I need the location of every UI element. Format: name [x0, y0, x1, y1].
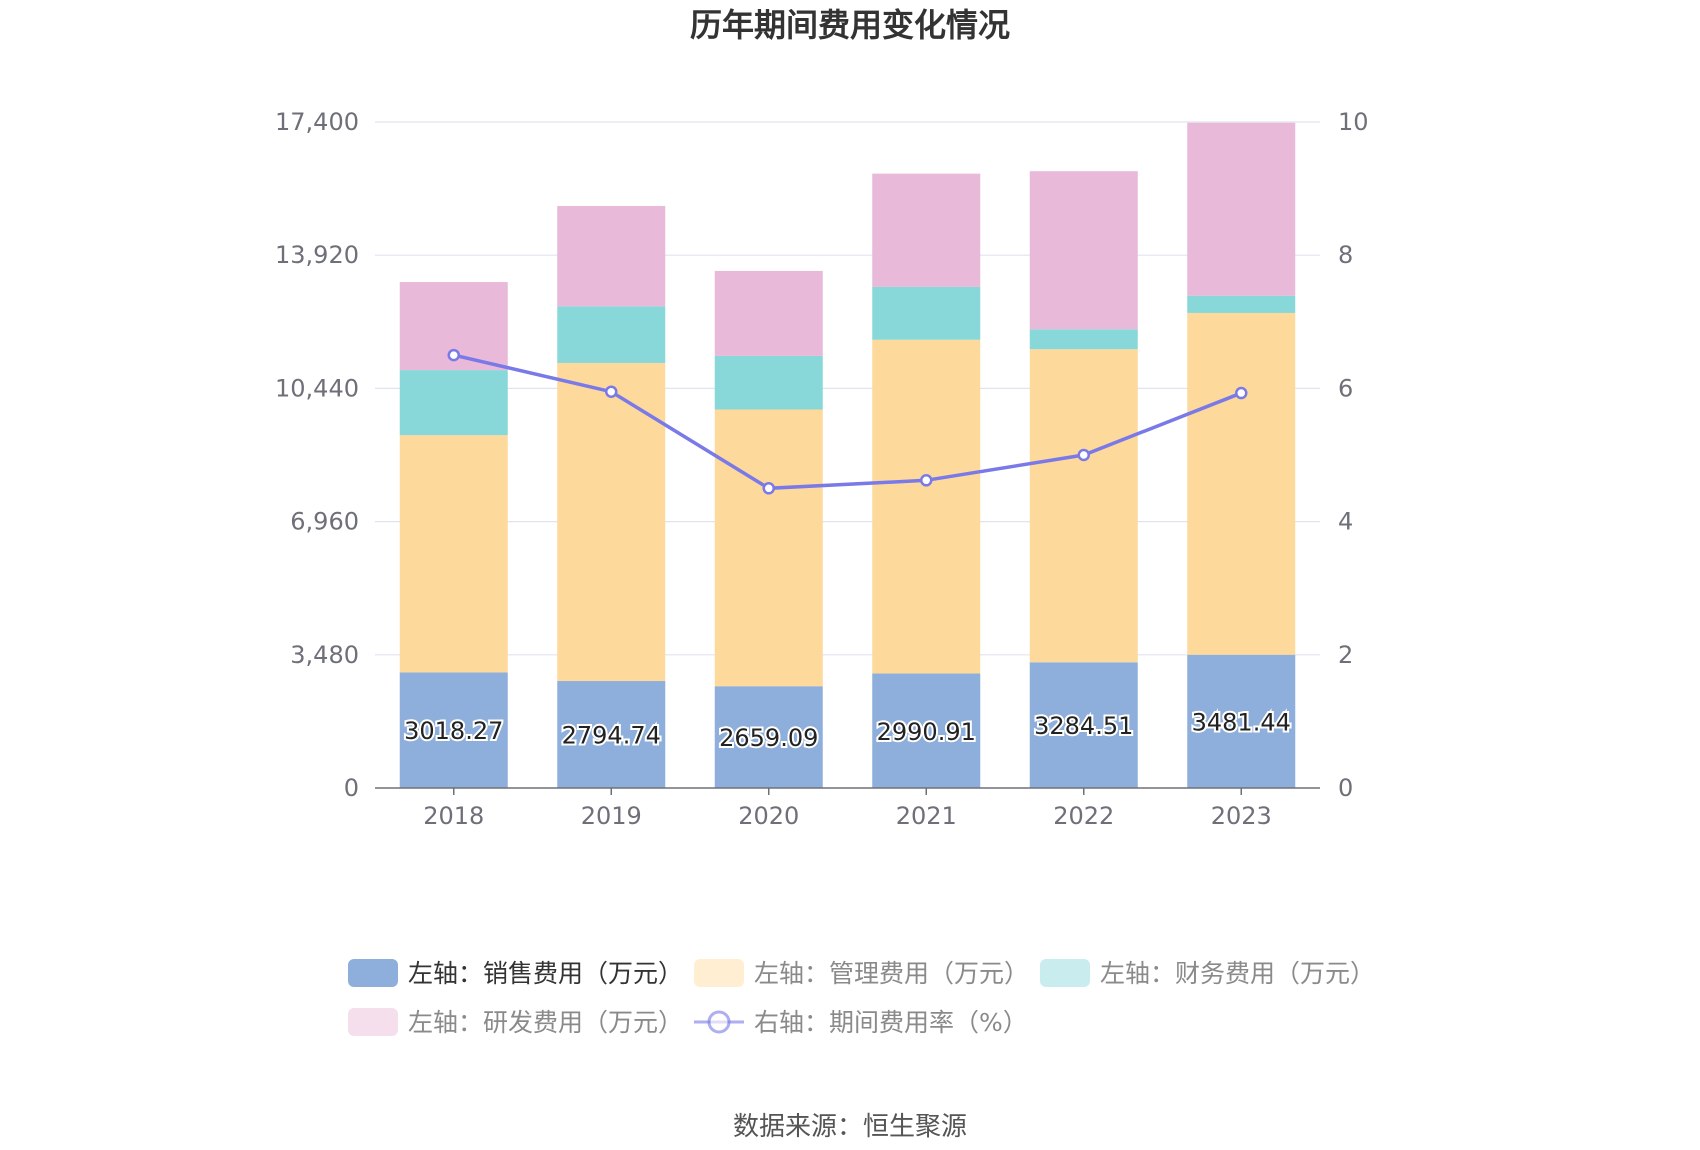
legend-label: 左轴：销售费用（万元）	[408, 959, 683, 988]
x-tick-label: 2020	[738, 802, 799, 830]
x-tick-label: 2018	[423, 802, 484, 830]
rate-line	[453, 353, 1242, 491]
bar-segment-3	[1029, 171, 1138, 330]
bar-segment-2	[714, 355, 823, 410]
legend-label: 右轴：期间费用率（%）	[754, 1008, 1028, 1037]
bar-segment-0	[1187, 654, 1296, 788]
bar-layer: 3018.27 2794.74 2659.09 2990.91 3284.51 3481.…	[399, 122, 1296, 788]
y-left-tick-label: 3,480	[290, 641, 359, 669]
y-left-tick-label: 13,920	[275, 241, 359, 269]
legend-label: 左轴：财务费用（万元）	[1100, 959, 1375, 988]
bar-data-label: 3481.44	[1192, 708, 1291, 736]
bar-segment-0	[1029, 662, 1138, 788]
bar-segment-2	[399, 370, 508, 436]
bar-segment-0	[557, 681, 666, 788]
bar-segment-1	[714, 409, 823, 687]
rate-point	[762, 482, 775, 495]
legend-marker	[707, 1010, 731, 1034]
legend-swatch	[1040, 959, 1090, 987]
bar-segment-2	[872, 286, 981, 340]
bar-data-label: 2659.09	[719, 724, 818, 752]
y-left-tick-label: 10,440	[275, 374, 359, 402]
line-layer	[447, 348, 1248, 495]
rate-point	[1077, 448, 1090, 462]
y-right-tick-label: 4	[1338, 508, 1353, 536]
y-left-tick-label: 0	[344, 774, 359, 802]
bar-segment-1	[1029, 349, 1138, 663]
x-tick-label: 2022	[1053, 802, 1114, 830]
bar-segment-2	[557, 306, 666, 363]
legend-swatch	[348, 1008, 398, 1036]
legend-item[interactable]: 左轴：管理费用（万元）	[694, 959, 1029, 988]
y-left-tick-label: 6,960	[290, 508, 359, 536]
bar-segment-0	[714, 686, 823, 788]
bar-data-label: 2990.91	[877, 718, 976, 746]
rate-point	[920, 474, 933, 487]
y-right-tick-label: 2	[1338, 641, 1353, 669]
legend-swatch	[348, 959, 398, 987]
y-right-tick-label: 6	[1338, 374, 1353, 402]
bar-data-label: 3284.51	[1034, 712, 1133, 740]
x-tick-label: 2021	[896, 802, 957, 830]
legend-label: 左轴：研发费用（万元）	[408, 1008, 683, 1037]
y-right-tick-label: 0	[1338, 774, 1353, 802]
rate-point	[1235, 386, 1248, 400]
bar-segment-3	[714, 270, 823, 356]
x-tick-label: 2023	[1211, 802, 1272, 830]
legend-item[interactable]: 左轴：财务费用（万元）	[1040, 959, 1375, 988]
rate-point	[447, 348, 460, 362]
axes: 0 0 3,480 2 6,960 4 10,440 6 13,920 8 17,400 10 2018…	[275, 108, 1369, 830]
bar-data-label: 2794.74	[562, 722, 661, 750]
bar-segment-0	[872, 673, 981, 788]
y-right-tick-label: 8	[1338, 241, 1353, 269]
legend-item[interactable]: 左轴：销售费用（万元）	[348, 959, 683, 988]
bar-segment-2	[1187, 295, 1296, 313]
x-tick-label: 2019	[581, 802, 642, 830]
source-note: 数据来源：恒生聚源	[733, 1112, 967, 1142]
bar-segment-3	[872, 173, 981, 287]
bar-segment-1	[557, 362, 666, 682]
bar-segment-1	[1187, 312, 1296, 655]
chart-title: 历年期间费用变化情况	[690, 6, 1010, 44]
bar-segment-0	[399, 672, 508, 788]
legend-item[interactable]: 右轴：期间费用率（%）	[694, 1008, 1028, 1037]
legend-item[interactable]: 左轴：研发费用（万元）	[348, 1008, 683, 1037]
legend[interactable]: 左轴：销售费用（万元） 左轴：管理费用（万元） 左轴：财务费用（万元） 左轴：研发费用…	[348, 959, 1375, 1037]
bar-segment-2	[1029, 329, 1138, 350]
bar-segment-1	[872, 339, 981, 674]
grid-lines	[375, 121, 1320, 656]
y-left-tick-label: 17,400	[275, 108, 359, 136]
y-right-tick-label: 10	[1338, 108, 1369, 136]
rate-point	[605, 385, 618, 398]
bar-segment-3	[557, 206, 666, 307]
bar-segment-1	[399, 435, 508, 673]
bar-segment-3	[1187, 122, 1296, 296]
bar-data-label: 3018.27	[404, 717, 503, 745]
legend-swatch	[694, 959, 744, 987]
legend-label: 左轴：管理费用（万元）	[754, 959, 1029, 988]
